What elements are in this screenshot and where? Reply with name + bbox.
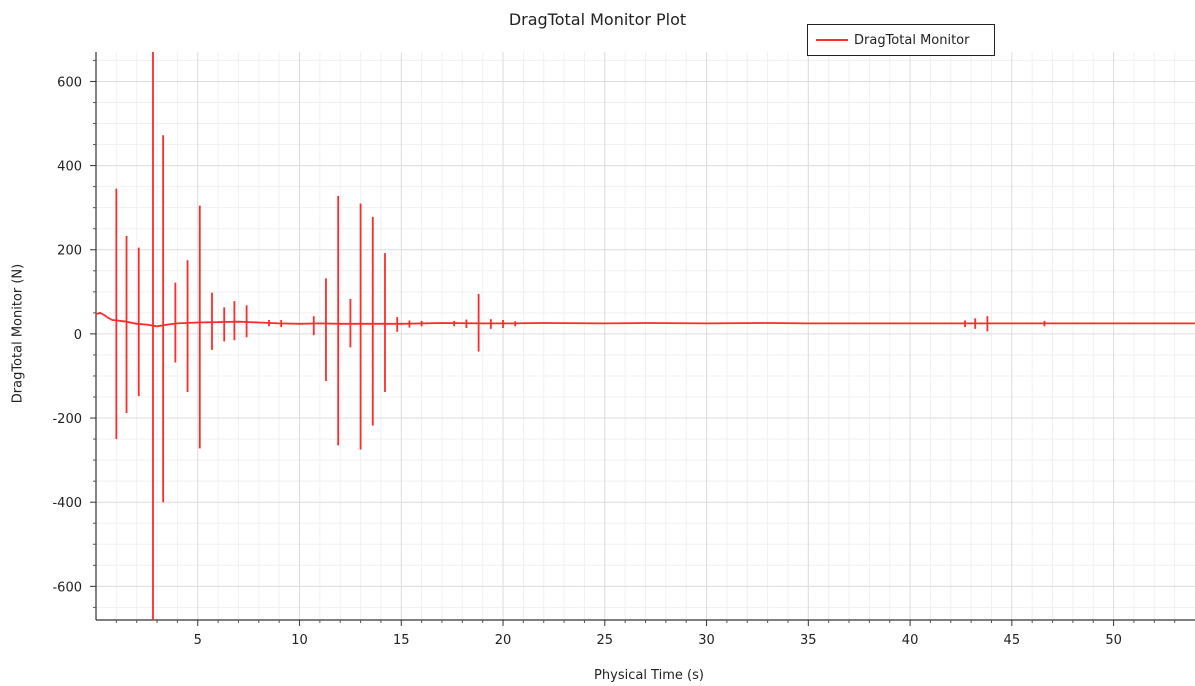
major-grid xyxy=(96,52,1195,620)
series-layer xyxy=(95,52,1195,620)
x-tick-label: 40 xyxy=(902,633,919,648)
tick-labels: 5 10 15 20 25 30 35 40 45 50 600 400 200 0 -200 -400 -60… xyxy=(52,75,1121,648)
series-line xyxy=(95,311,1195,328)
x-tick-label: 45 xyxy=(1004,633,1021,648)
x-tick-label: 15 xyxy=(393,633,410,648)
y-tick-label: -200 xyxy=(52,412,82,427)
legend: DragTotal Monitor xyxy=(807,24,995,56)
tick-marks xyxy=(90,59,1176,626)
y-tick-label: 600 xyxy=(57,75,82,90)
y-tick-label: -400 xyxy=(52,496,82,511)
x-tick-label: 5 xyxy=(194,633,202,648)
legend-swatch xyxy=(816,39,848,41)
x-tick-label: 20 xyxy=(495,633,512,648)
x-tick-label: 25 xyxy=(597,633,614,648)
legend-entry: DragTotal Monitor xyxy=(854,32,970,48)
x-tick-label: 10 xyxy=(291,633,308,648)
y-axis-label: DragTotal Monitor (N) xyxy=(10,263,26,404)
chart-title: DragTotal Monitor Plot xyxy=(508,10,687,29)
y-tick-label: 0 xyxy=(74,328,82,343)
minor-grid xyxy=(96,52,1195,620)
y-tick-label: -600 xyxy=(52,580,82,595)
x-axis-label: Physical Time (s) xyxy=(594,668,704,683)
x-tick-label: 30 xyxy=(698,633,715,648)
y-tick-label: 200 xyxy=(57,244,82,259)
x-tick-label: 35 xyxy=(800,633,817,648)
x-tick-label: 50 xyxy=(1105,633,1122,648)
y-tick-label: 400 xyxy=(57,160,82,175)
